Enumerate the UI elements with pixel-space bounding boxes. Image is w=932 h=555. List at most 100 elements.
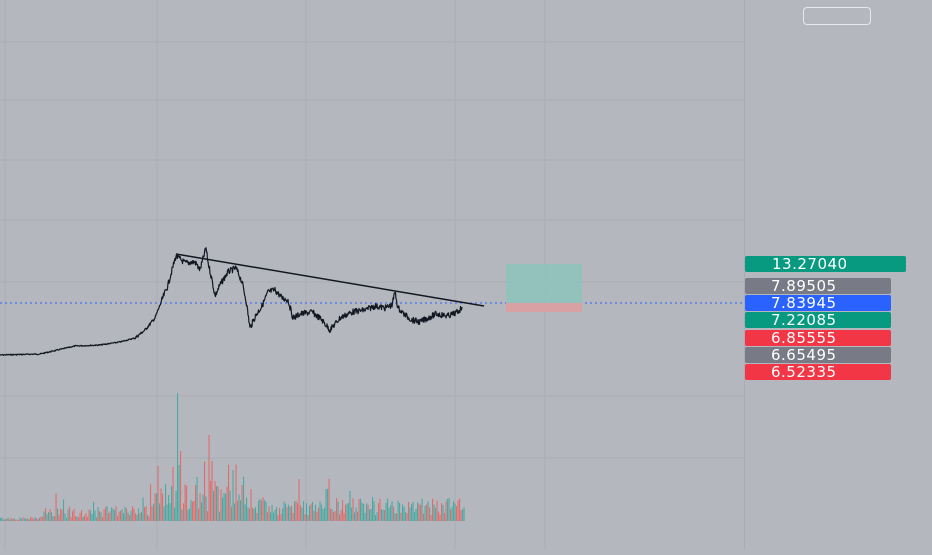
volume-bar [15, 519, 17, 521]
volume-bar [313, 510, 315, 521]
volume-bar [378, 503, 380, 521]
volume-bar [370, 509, 372, 521]
price-label: 6.65495 [745, 347, 891, 363]
volume-bar [349, 490, 351, 521]
volume-bar [451, 506, 453, 521]
price-chart[interactable] [0, 0, 744, 550]
position-profit-zone[interactable] [506, 264, 582, 303]
volume-bar [210, 480, 212, 521]
volume-bar [205, 496, 207, 521]
volume-bar [280, 514, 282, 521]
volume-bar [193, 500, 195, 521]
volume-bar [271, 504, 273, 521]
volume-bar [16, 519, 18, 521]
price-scale[interactable]: 13.27040 7.89505 7.83945 7.22085 6.85555 6.65… [744, 0, 932, 550]
volume-bar [133, 508, 135, 521]
volume-bar [406, 513, 408, 521]
volume-bar [396, 513, 398, 521]
volume-bar [198, 508, 200, 521]
volume-bar [12, 519, 14, 521]
volume-bar [421, 498, 423, 521]
volume-bar [33, 519, 35, 521]
volume-bar [381, 509, 383, 521]
volume-bar [294, 501, 296, 521]
volume-bar [238, 494, 240, 521]
volume-bar [51, 512, 53, 521]
volume-bar [372, 497, 374, 521]
volume-bar [120, 510, 122, 521]
volume-bar [142, 497, 144, 521]
volume-bar [13, 518, 15, 521]
volume-bar [456, 505, 458, 521]
chart-area[interactable] [0, 0, 744, 550]
volume-bar [76, 516, 78, 521]
volume-bar [187, 509, 189, 521]
volume-bar [174, 507, 176, 521]
volume-bar [0, 517, 2, 521]
volume-bar [243, 476, 245, 521]
volume-bar [343, 512, 345, 521]
volume-bar [448, 498, 450, 521]
volume-bar [139, 513, 141, 521]
volume-bar [433, 504, 435, 521]
volume-bar [310, 503, 312, 521]
volume-bar [351, 507, 353, 521]
volume-bar [297, 503, 299, 521]
volume-bar [268, 506, 270, 521]
volume-bar [285, 503, 287, 521]
volume-bar [403, 506, 405, 521]
volume-bar [379, 498, 381, 521]
volume-bar [265, 501, 267, 521]
volume-bar [129, 515, 131, 521]
volume-bar [435, 507, 437, 521]
volume-bar [60, 508, 62, 521]
volume-bar [276, 507, 278, 521]
price-label: 7.22085 [745, 312, 891, 328]
volume-bar [163, 506, 165, 521]
price-label: 6.85555 [745, 330, 891, 346]
volume-bar [333, 512, 335, 521]
volume-bar [423, 513, 425, 521]
volume-bar [220, 489, 222, 521]
volume-bar [288, 504, 290, 521]
volume-bar [192, 501, 194, 521]
volume-bar [3, 519, 5, 521]
volume-bar [319, 501, 321, 521]
volume-bar [156, 493, 158, 521]
volume-bar [438, 511, 440, 521]
volume-bar [348, 503, 350, 521]
volume-bar [255, 507, 257, 521]
volume-bar [216, 486, 218, 521]
volume-bar [424, 506, 426, 521]
volume-bar [363, 504, 365, 521]
volume-bar [72, 511, 74, 521]
floating-toolbar[interactable] [803, 7, 871, 25]
trendline[interactable] [175, 253, 485, 307]
volume-bar [304, 514, 306, 521]
volume-bar [240, 500, 242, 521]
volume-bar [414, 512, 416, 521]
volume-bar [214, 481, 216, 521]
volume-bar [460, 510, 462, 521]
volume-bar [43, 511, 45, 521]
volume-bar [331, 508, 333, 521]
volume-bar [409, 507, 411, 521]
volume-bar [84, 515, 86, 521]
volume-bar [27, 518, 29, 521]
volume-bar [73, 508, 75, 521]
volume-bar [150, 484, 152, 521]
volume-bar [408, 502, 410, 521]
volume-bar [118, 511, 120, 521]
volume-bar [114, 509, 116, 521]
position-loss-zone[interactable] [506, 303, 582, 312]
volume-bar [364, 512, 366, 521]
volume-bar [199, 493, 201, 521]
volume-bar [18, 519, 20, 521]
volume-bar [321, 504, 323, 521]
volume-bar [400, 512, 402, 521]
volume-bar [454, 503, 456, 521]
volume-bar [336, 498, 338, 521]
volume-bar [222, 497, 224, 521]
volume-bar [259, 498, 261, 521]
volume-bar [91, 514, 93, 521]
